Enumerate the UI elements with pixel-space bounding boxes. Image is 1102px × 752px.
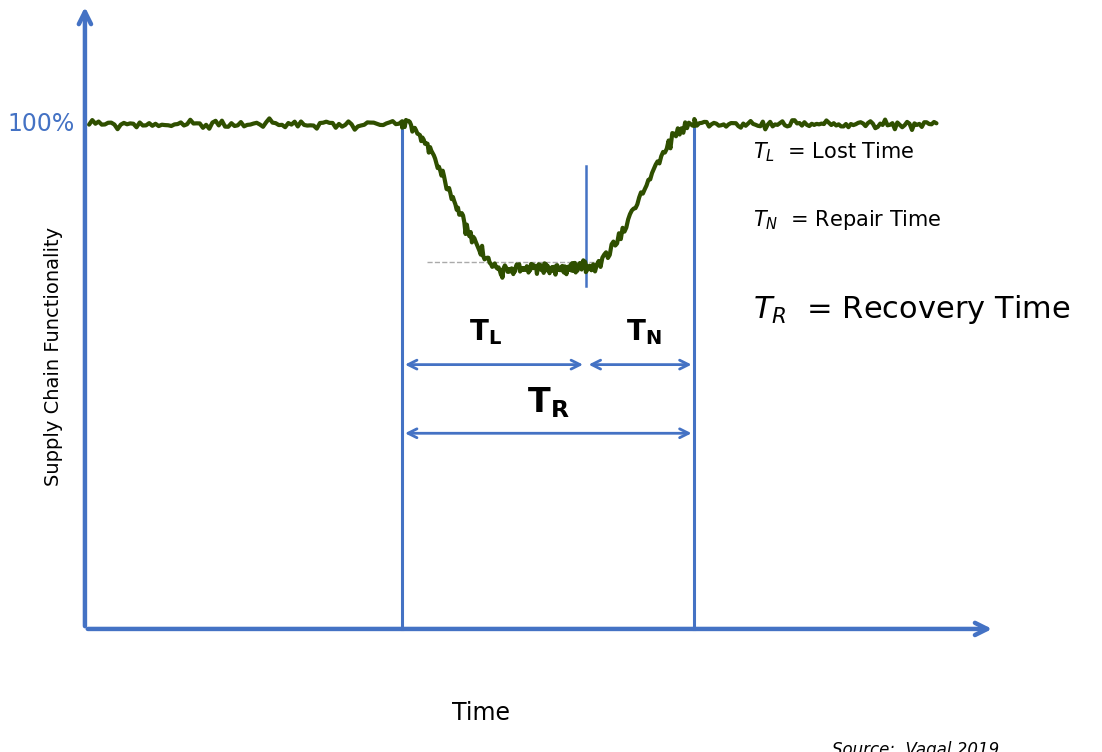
Text: $T_R$  = Recovery Time: $T_R$ = Recovery Time [753, 293, 1070, 326]
Text: 100%: 100% [8, 112, 75, 136]
Text: Supply Chain Functionality: Supply Chain Functionality [44, 226, 63, 486]
Text: $T_N$  = Repair Time: $T_N$ = Repair Time [753, 208, 941, 232]
Text: Source:  Vagal 2019: Source: Vagal 2019 [832, 741, 1000, 752]
Text: $\mathbf{T_R}$: $\mathbf{T_R}$ [527, 385, 570, 420]
Text: $T_L$  = Lost Time: $T_L$ = Lost Time [753, 140, 915, 164]
Text: Time: Time [453, 701, 510, 725]
Text: $\mathbf{T_N}$: $\mathbf{T_N}$ [626, 317, 662, 347]
Text: $\mathbf{T_L}$: $\mathbf{T_L}$ [469, 317, 503, 347]
